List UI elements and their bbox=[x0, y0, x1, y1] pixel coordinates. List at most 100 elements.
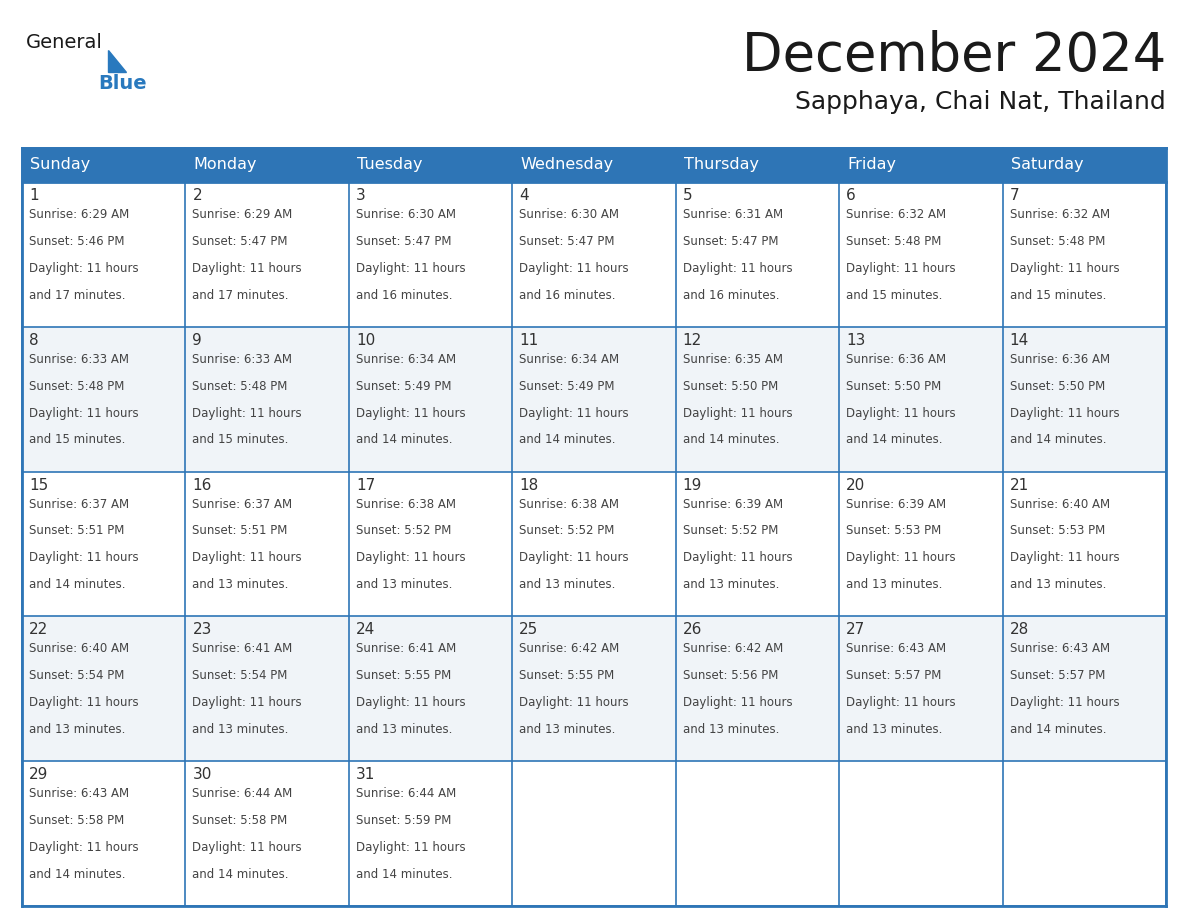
Text: Sunrise: 6:29 AM: Sunrise: 6:29 AM bbox=[192, 208, 292, 221]
Text: Daylight: 11 hours: Daylight: 11 hours bbox=[192, 696, 302, 709]
Text: Sunday: Sunday bbox=[30, 158, 90, 173]
Text: Sunset: 5:51 PM: Sunset: 5:51 PM bbox=[192, 524, 287, 537]
Bar bbox=[185, 148, 349, 182]
Bar bbox=[512, 472, 676, 616]
Text: and 14 minutes.: and 14 minutes. bbox=[846, 433, 942, 446]
Text: 16: 16 bbox=[192, 477, 211, 493]
Text: Sunset: 5:48 PM: Sunset: 5:48 PM bbox=[29, 380, 125, 393]
Text: and 14 minutes.: and 14 minutes. bbox=[519, 433, 615, 446]
Text: Sunset: 5:50 PM: Sunset: 5:50 PM bbox=[846, 380, 941, 393]
Bar bbox=[676, 148, 839, 182]
Text: Sunset: 5:57 PM: Sunset: 5:57 PM bbox=[1010, 669, 1105, 682]
Bar bbox=[185, 327, 349, 472]
Text: Sunrise: 6:37 AM: Sunrise: 6:37 AM bbox=[29, 498, 129, 510]
Text: Sunrise: 6:34 AM: Sunrise: 6:34 AM bbox=[519, 353, 619, 365]
Text: Sunrise: 6:32 AM: Sunrise: 6:32 AM bbox=[846, 208, 947, 221]
Text: Sunset: 5:48 PM: Sunset: 5:48 PM bbox=[192, 380, 287, 393]
Text: and 13 minutes.: and 13 minutes. bbox=[1010, 578, 1106, 591]
Bar bbox=[1003, 148, 1165, 182]
Text: Sunrise: 6:36 AM: Sunrise: 6:36 AM bbox=[846, 353, 947, 365]
Text: and 14 minutes.: and 14 minutes. bbox=[1010, 723, 1106, 736]
Text: Sunrise: 6:33 AM: Sunrise: 6:33 AM bbox=[192, 353, 292, 365]
Text: Daylight: 11 hours: Daylight: 11 hours bbox=[1010, 696, 1119, 709]
Bar bbox=[185, 182, 349, 327]
Text: Daylight: 11 hours: Daylight: 11 hours bbox=[192, 262, 302, 274]
Text: 5: 5 bbox=[683, 188, 693, 203]
Text: Daylight: 11 hours: Daylight: 11 hours bbox=[1010, 407, 1119, 420]
Text: 19: 19 bbox=[683, 477, 702, 493]
Text: Sunrise: 6:35 AM: Sunrise: 6:35 AM bbox=[683, 353, 783, 365]
Text: Daylight: 11 hours: Daylight: 11 hours bbox=[192, 552, 302, 565]
Text: Sunset: 5:54 PM: Sunset: 5:54 PM bbox=[29, 669, 125, 682]
Text: 4: 4 bbox=[519, 188, 529, 203]
Bar bbox=[349, 761, 512, 906]
Bar bbox=[1003, 472, 1165, 616]
Bar bbox=[23, 327, 185, 472]
Text: Sunset: 5:46 PM: Sunset: 5:46 PM bbox=[29, 235, 125, 248]
Bar bbox=[839, 148, 1003, 182]
Text: Sunrise: 6:31 AM: Sunrise: 6:31 AM bbox=[683, 208, 783, 221]
Bar bbox=[185, 472, 349, 616]
Text: Sunset: 5:47 PM: Sunset: 5:47 PM bbox=[519, 235, 614, 248]
Text: Daylight: 11 hours: Daylight: 11 hours bbox=[356, 407, 466, 420]
Text: and 13 minutes.: and 13 minutes. bbox=[683, 578, 779, 591]
Text: and 13 minutes.: and 13 minutes. bbox=[356, 723, 453, 736]
Text: Sunset: 5:53 PM: Sunset: 5:53 PM bbox=[846, 524, 941, 537]
Text: Monday: Monday bbox=[194, 158, 257, 173]
Text: 26: 26 bbox=[683, 622, 702, 637]
Bar bbox=[676, 616, 839, 761]
Text: and 17 minutes.: and 17 minutes. bbox=[192, 288, 289, 302]
Text: Daylight: 11 hours: Daylight: 11 hours bbox=[356, 696, 466, 709]
Text: Sunset: 5:52 PM: Sunset: 5:52 PM bbox=[519, 524, 614, 537]
Bar bbox=[1003, 327, 1165, 472]
Text: and 13 minutes.: and 13 minutes. bbox=[29, 723, 126, 736]
Bar bbox=[839, 761, 1003, 906]
Text: and 14 minutes.: and 14 minutes. bbox=[356, 433, 453, 446]
Text: 6: 6 bbox=[846, 188, 855, 203]
Text: Sunset: 5:51 PM: Sunset: 5:51 PM bbox=[29, 524, 125, 537]
Text: 7: 7 bbox=[1010, 188, 1019, 203]
Text: Sunset: 5:47 PM: Sunset: 5:47 PM bbox=[356, 235, 451, 248]
Text: Daylight: 11 hours: Daylight: 11 hours bbox=[519, 552, 628, 565]
Text: and 15 minutes.: and 15 minutes. bbox=[192, 433, 289, 446]
Text: Sunset: 5:55 PM: Sunset: 5:55 PM bbox=[519, 669, 614, 682]
Text: Daylight: 11 hours: Daylight: 11 hours bbox=[683, 696, 792, 709]
Text: Sunset: 5:48 PM: Sunset: 5:48 PM bbox=[1010, 235, 1105, 248]
Text: Sapphaya, Chai Nat, Thailand: Sapphaya, Chai Nat, Thailand bbox=[795, 90, 1165, 114]
Text: 18: 18 bbox=[519, 477, 538, 493]
Bar bbox=[676, 327, 839, 472]
Text: and 14 minutes.: and 14 minutes. bbox=[29, 868, 126, 880]
Text: Sunset: 5:56 PM: Sunset: 5:56 PM bbox=[683, 669, 778, 682]
Text: and 13 minutes.: and 13 minutes. bbox=[519, 723, 615, 736]
Text: Sunset: 5:48 PM: Sunset: 5:48 PM bbox=[846, 235, 942, 248]
Bar bbox=[185, 616, 349, 761]
Text: Daylight: 11 hours: Daylight: 11 hours bbox=[846, 262, 956, 274]
Text: Sunrise: 6:40 AM: Sunrise: 6:40 AM bbox=[29, 643, 129, 655]
Text: 14: 14 bbox=[1010, 333, 1029, 348]
Text: Sunrise: 6:29 AM: Sunrise: 6:29 AM bbox=[29, 208, 129, 221]
Text: Daylight: 11 hours: Daylight: 11 hours bbox=[519, 262, 628, 274]
Text: 17: 17 bbox=[356, 477, 375, 493]
Text: Sunset: 5:55 PM: Sunset: 5:55 PM bbox=[356, 669, 451, 682]
Text: Sunrise: 6:42 AM: Sunrise: 6:42 AM bbox=[519, 643, 619, 655]
Text: and 16 minutes.: and 16 minutes. bbox=[356, 288, 453, 302]
Text: Sunrise: 6:33 AM: Sunrise: 6:33 AM bbox=[29, 353, 129, 365]
Text: 23: 23 bbox=[192, 622, 211, 637]
Text: Sunrise: 6:32 AM: Sunrise: 6:32 AM bbox=[1010, 208, 1110, 221]
Text: Sunset: 5:58 PM: Sunset: 5:58 PM bbox=[192, 814, 287, 827]
Bar bbox=[1003, 616, 1165, 761]
Bar bbox=[839, 182, 1003, 327]
Text: 21: 21 bbox=[1010, 477, 1029, 493]
Text: and 13 minutes.: and 13 minutes. bbox=[519, 578, 615, 591]
Text: Daylight: 11 hours: Daylight: 11 hours bbox=[683, 262, 792, 274]
Text: Sunrise: 6:44 AM: Sunrise: 6:44 AM bbox=[356, 788, 456, 800]
Text: 22: 22 bbox=[29, 622, 49, 637]
Text: 24: 24 bbox=[356, 622, 375, 637]
Text: Daylight: 11 hours: Daylight: 11 hours bbox=[1010, 262, 1119, 274]
Bar bbox=[839, 616, 1003, 761]
Text: Sunrise: 6:37 AM: Sunrise: 6:37 AM bbox=[192, 498, 292, 510]
Text: Daylight: 11 hours: Daylight: 11 hours bbox=[846, 696, 956, 709]
Text: 9: 9 bbox=[192, 333, 202, 348]
Text: 8: 8 bbox=[29, 333, 39, 348]
Bar bbox=[349, 616, 512, 761]
